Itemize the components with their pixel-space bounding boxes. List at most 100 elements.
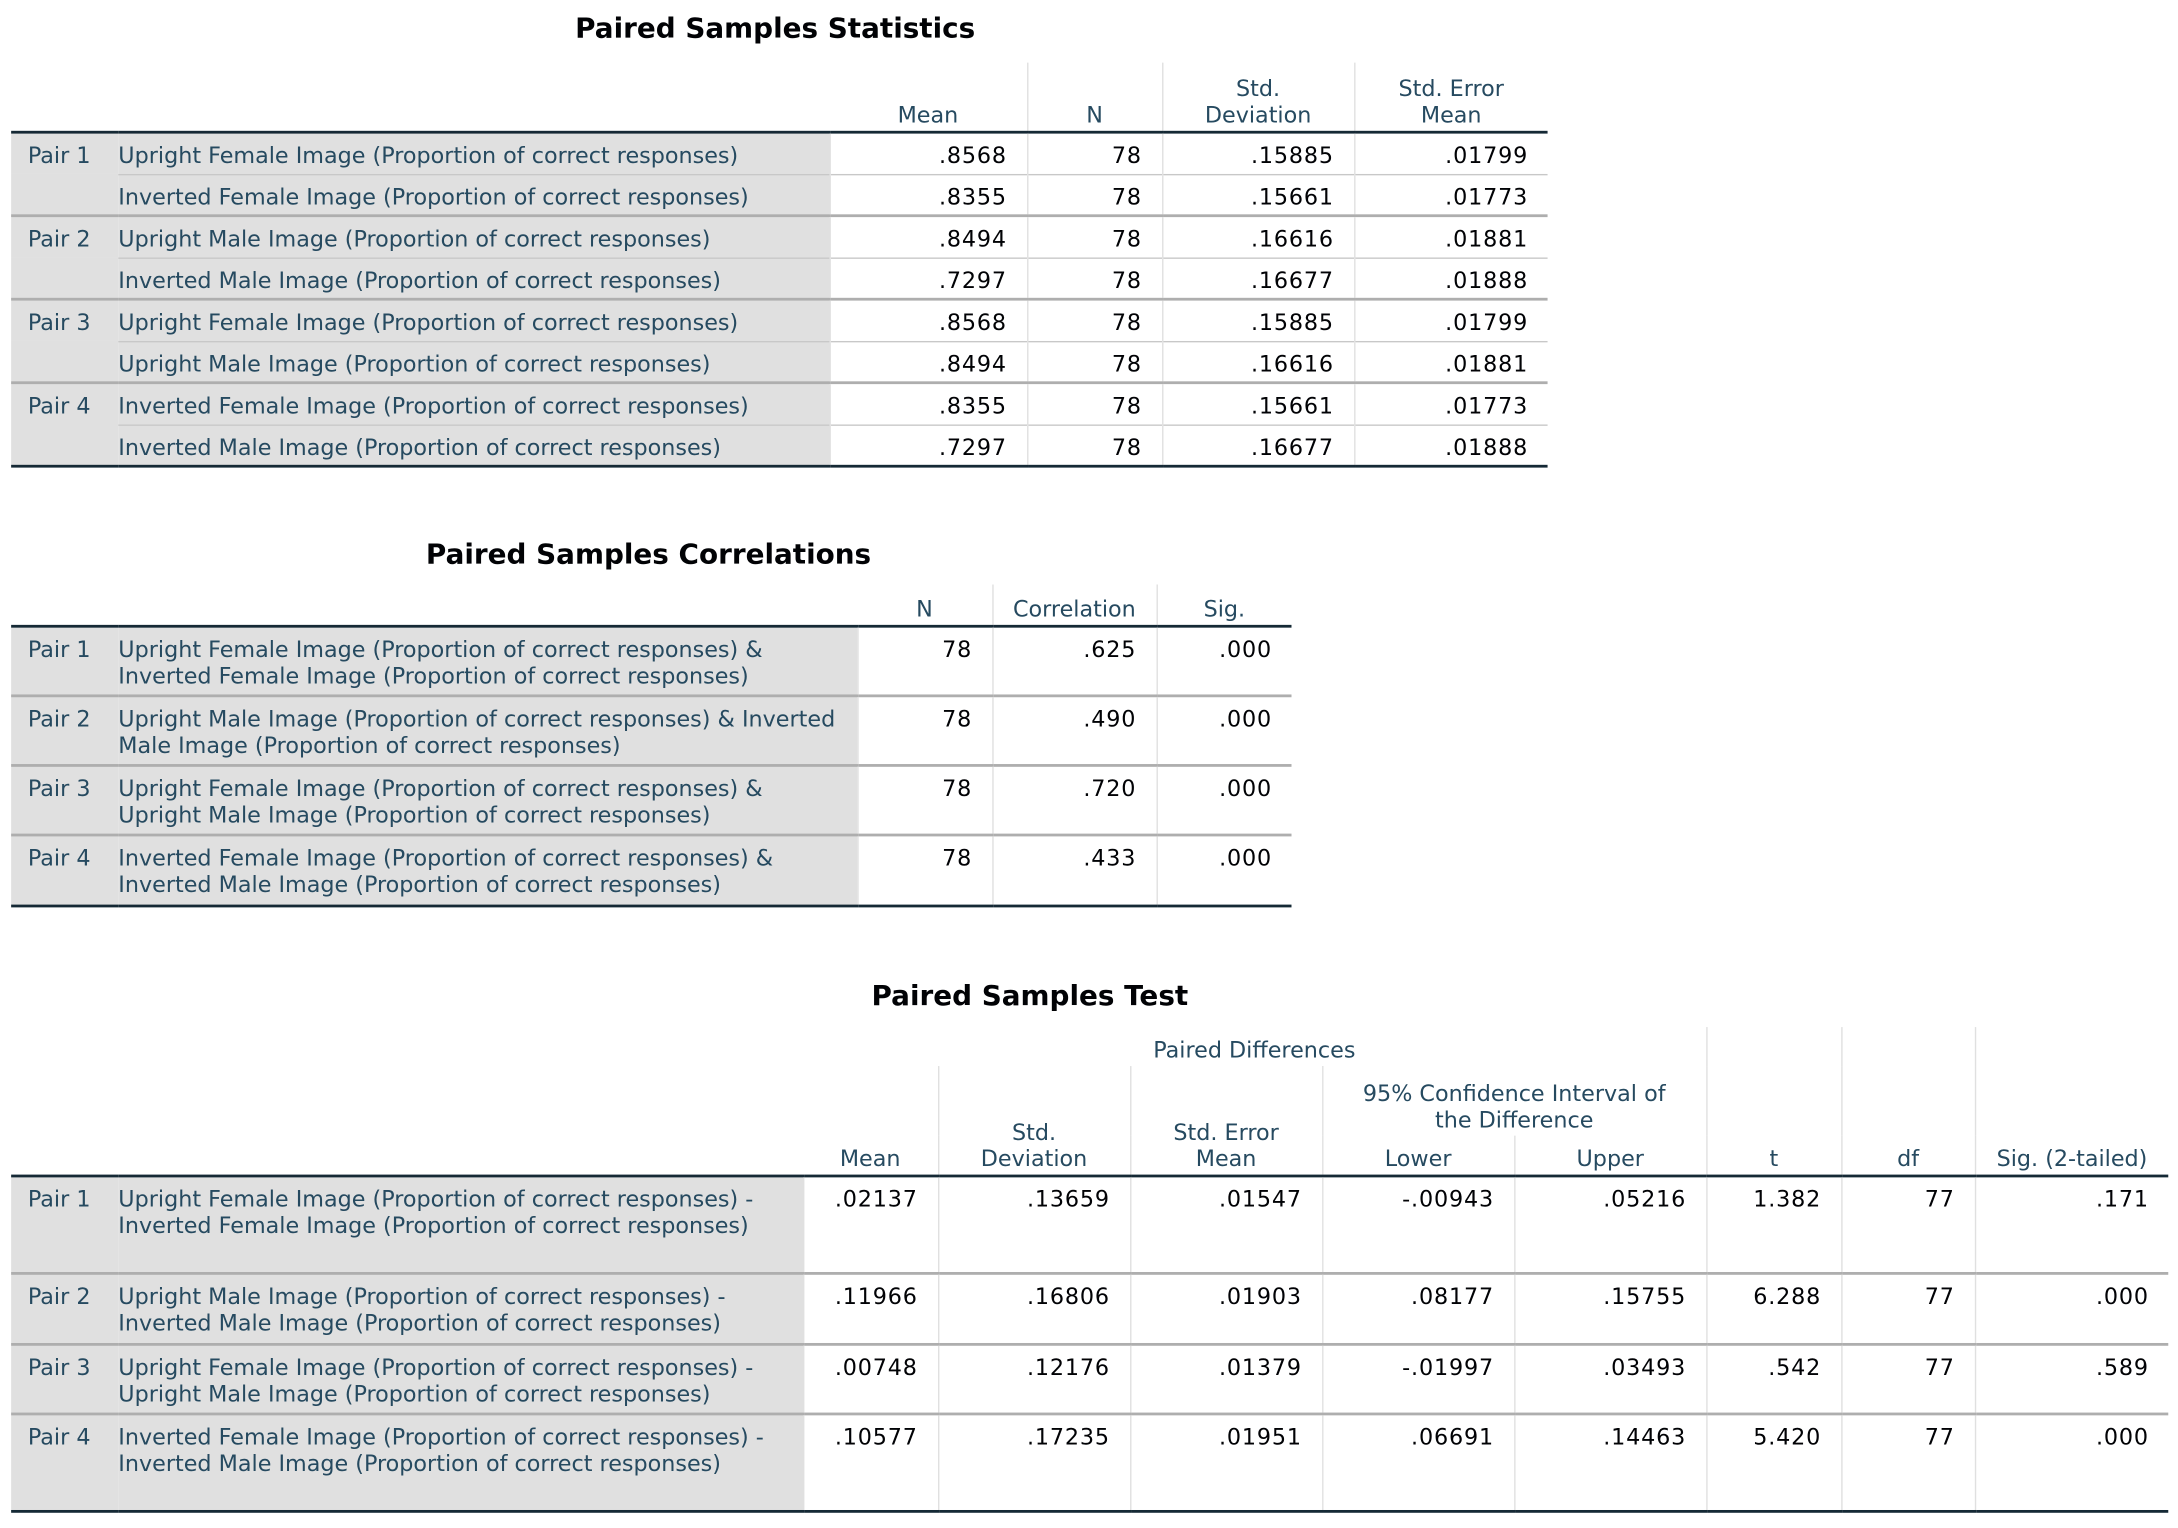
col-header: Std. Error Mean [1129,1066,1323,1178]
col-header: N [857,584,993,628]
table-row: Pair 3 Upright Female Image (Proportion o… [11,297,1548,341]
col-header: Std. Error Mean [1353,62,1548,134]
value-cell: .10577 [802,1412,939,1513]
variable-label: Upright Male Image (Proportion of correc… [118,214,830,258]
paired-correlations-table: N Correlation Sig. Pair 1 Upright Female … [11,584,1292,908]
pair-label: Pair 2 [11,1272,119,1345]
value-cell: .8355 [828,173,1028,216]
paired-statistics-table: Mean N Std. Deviation Std. Error Mean Pa… [11,62,1548,468]
value-cell: .11966 [802,1272,939,1345]
value-cell: .8568 [828,297,1028,341]
table-row: Pair 1 Upright Female Image (Proportion o… [11,1175,2169,1274]
value-cell: .171 [1974,1175,2169,1274]
value-cell: .625 [991,626,1157,696]
col-header: N [1026,62,1163,134]
value-cell: .13659 [937,1175,1131,1274]
col-header: df [1840,1027,1975,1178]
variable-label: Inverted Female Image (Proportion of cor… [118,1412,804,1513]
value-cell: .16677 [1161,256,1355,300]
variable-label: Upright Male Image (Proportion of correc… [118,1272,804,1345]
value-cell: .16677 [1161,423,1355,468]
value-cell: .05216 [1513,1175,1707,1274]
table-row: Upright Male Image (Proportion of correc… [11,340,1548,383]
ci-header: 95% Confidence Interval of the Differenc… [1321,1066,1707,1136]
value-cell: .01547 [1129,1175,1323,1274]
value-cell: .08177 [1321,1272,1515,1345]
value-cell: .01773 [1353,381,1548,425]
value-cell: .01881 [1353,340,1548,383]
table-row: Pair 2 Upright Male Image (Proportion of … [11,214,1548,258]
variable-label: Upright Male Image (Proportion of correc… [118,694,858,766]
paired-test-table: Paired Differences t df Sig. (2-tailed) … [11,1027,2169,1513]
table-row: Pair 3 Upright Female Image (Proportion o… [11,764,1292,836]
value-cell: .15661 [1161,381,1355,425]
variable-label: Upright Female Image (Proportion of corr… [118,1175,804,1274]
value-cell: .02137 [802,1175,939,1274]
value-cell: .8494 [828,214,1028,258]
table-row: Inverted Male Image (Proportion of corre… [11,423,1548,468]
pair-label: Pair 4 [11,381,119,425]
pair-label: Pair 3 [11,764,119,836]
value-cell: .000 [1974,1412,2169,1513]
value-cell: .000 [1974,1272,2169,1345]
value-cell: .01951 [1129,1412,1323,1513]
value-cell: .589 [1974,1342,2169,1414]
value-cell: 78 [856,694,993,766]
value-cell: 1.382 [1705,1175,1842,1274]
variable-label: Upright Female Image (Proportion of corr… [118,297,830,341]
table-row: Inverted Male Image (Proportion of corre… [11,256,1548,300]
value-cell: .01799 [1353,297,1548,341]
col-header: Lower [1321,1135,1515,1178]
variable-label: Inverted Female Image (Proportion of cor… [118,173,830,216]
table-row: Pair 4 Inverted Female Image (Proportion … [11,381,1548,425]
table-row: Pair 3 Upright Female Image (Proportion o… [11,1342,2169,1414]
pair-label: Pair 2 [11,214,119,258]
variable-label: Inverted Male Image (Proportion of corre… [118,256,830,300]
pair-label [11,173,119,216]
value-cell: .8355 [828,381,1028,425]
variable-label: Upright Female Image (Proportion of corr… [118,764,858,836]
value-cell: 78 [1026,381,1163,425]
value-cell: .15885 [1161,132,1355,174]
pair-label: Pair 1 [11,1175,119,1274]
table-row: Pair 1 Upright Female Image (Proportion o… [11,626,1292,696]
value-cell: .7297 [828,256,1028,300]
variable-label: Upright Female Image (Proportion of corr… [118,1342,804,1414]
test-title: Paired Samples Test [871,978,1189,1012]
value-cell: .01773 [1353,173,1548,216]
corner-header [11,1027,804,1178]
value-cell: 78 [856,833,993,908]
value-cell: 78 [1026,173,1163,216]
pair-label: Pair 4 [11,1412,119,1513]
pair-label: Pair 3 [11,1342,119,1414]
table-row: Pair 2 Upright Male Image (Proportion of … [11,1272,2169,1345]
value-cell: .01888 [1353,423,1548,468]
value-cell: 78 [856,764,993,836]
paired-differences-header: Paired Differences [1153,1036,1356,1064]
value-cell: .01903 [1129,1272,1323,1345]
variable-label: Upright Male Image (Proportion of correc… [118,340,830,383]
value-cell: .00748 [802,1342,939,1414]
value-cell: .01379 [1129,1342,1323,1414]
value-cell: 78 [1026,132,1163,174]
value-cell: .000 [1155,833,1292,908]
value-cell: 78 [1026,340,1163,383]
variable-label: Inverted Male Image (Proportion of corre… [118,423,830,468]
table-row: Pair 4 Inverted Female Image (Proportion … [11,1412,2169,1513]
value-cell: .16616 [1161,340,1355,383]
value-cell: 78 [1026,214,1163,258]
variable-label: Inverted Female Image (Proportion of cor… [118,833,858,908]
value-cell: .16806 [937,1272,1131,1345]
value-cell: .01799 [1353,132,1548,174]
value-cell: -.00943 [1321,1175,1515,1274]
pair-label: Pair 1 [11,626,119,696]
value-cell: 78 [856,626,993,696]
value-cell: .8568 [828,132,1028,174]
value-cell: .000 [1155,764,1292,836]
value-cell: 78 [1026,256,1163,300]
variable-label: Inverted Female Image (Proportion of cor… [118,381,830,425]
value-cell: 77 [1840,1272,1975,1345]
pair-label [11,257,119,300]
value-cell: 77 [1840,1342,1975,1414]
